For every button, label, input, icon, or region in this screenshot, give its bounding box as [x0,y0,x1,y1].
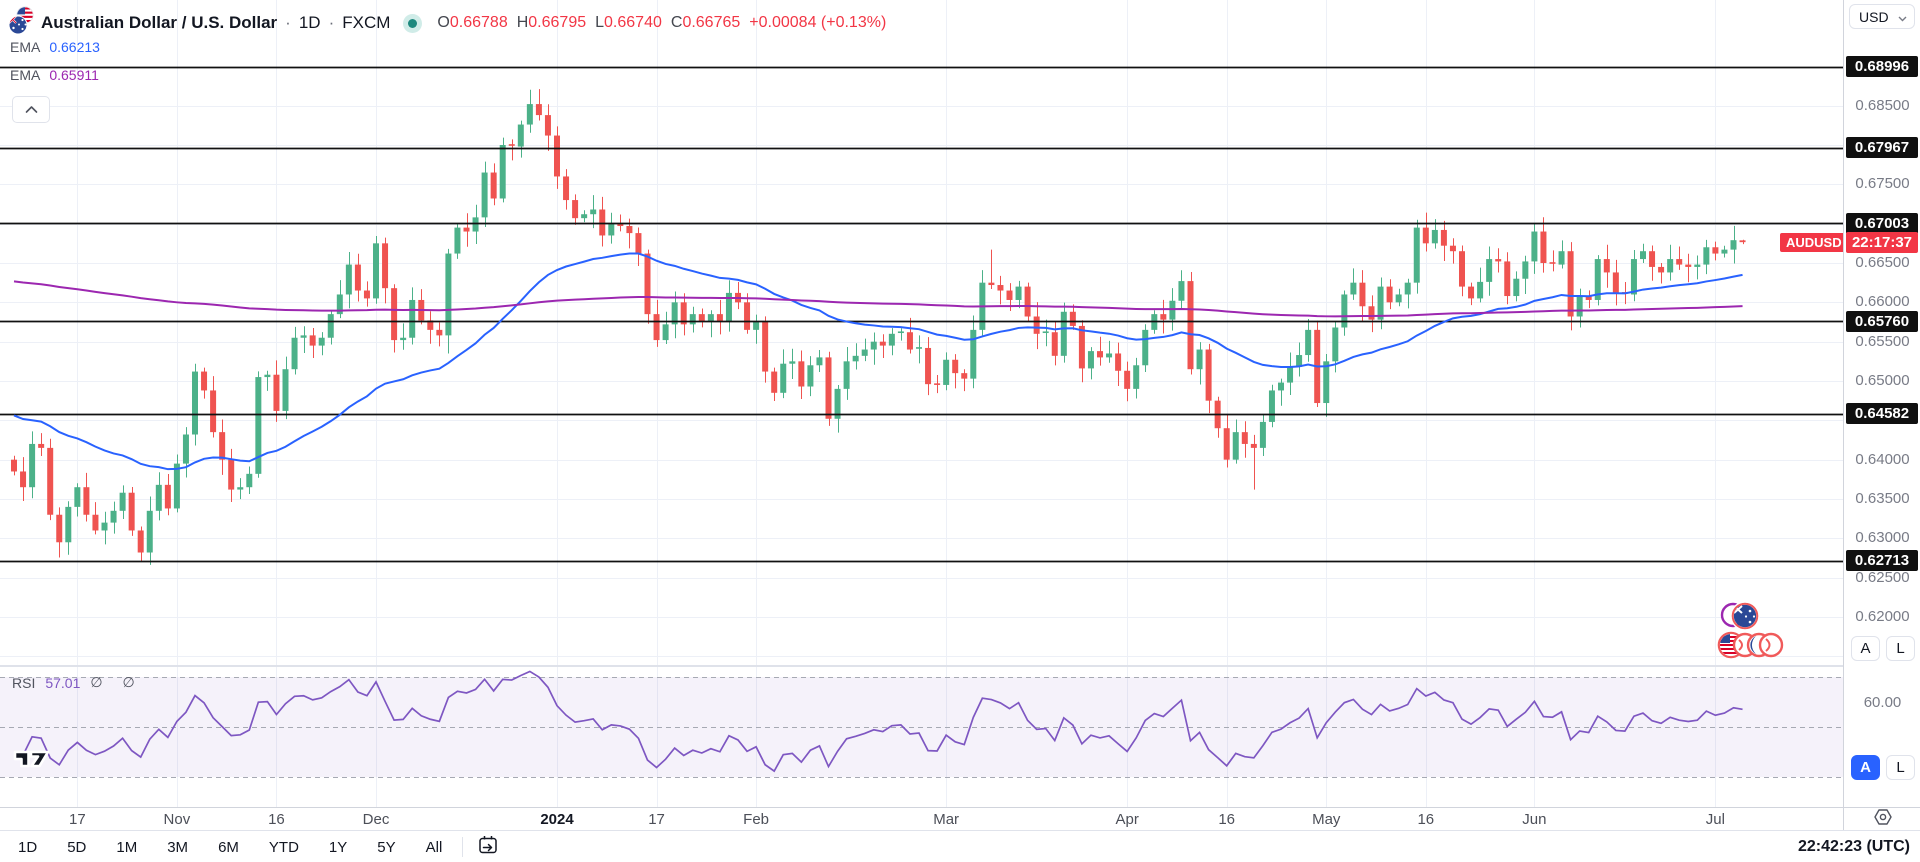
currency-dropdown-value: USD [1859,8,1889,25]
bottom-toolbar: 1D 5D 1M 3M 6M YTD 1Y 5Y All 22:42:23 (UTC) [0,830,1920,862]
change-value: +0.00084 (+0.13%) [749,14,887,31]
rsi-auto-scale-button[interactable]: A [1851,755,1880,780]
price-chart-canvas[interactable] [0,0,1843,807]
countdown-price-badge: 22:17:37 [1846,231,1918,253]
calendar-icon [477,834,499,861]
main-scale-mode-buttons: A L [1851,636,1915,661]
price-level-badge: 0.68996 [1846,56,1918,78]
time-scale[interactable]: 17 Nov 16 Dec 2024 17 Feb Mar Apr 16 May 16 Jun Jul [0,807,1843,831]
price-axis-label: 0.65500 [1855,332,1910,350]
pair-logo-bubbles [1714,598,1804,667]
ema-fast-value: 0.66213 [49,39,100,55]
price-axis-label: 0.66500 [1855,254,1910,271]
time-axis-label: Jul [1705,811,1725,828]
range-button-5d[interactable]: 5D [67,838,87,856]
ohlc-values: O0.66788 H0.66795 L0.66740 C0.66765 +0.0… [437,14,887,31]
settings-icon [1873,807,1893,832]
range-button-6m[interactable]: 6M [218,838,239,856]
rsi-value: 57.01 [45,674,81,691]
interval-label[interactable]: 1D [298,13,321,32]
exchange-label: FXCM [342,13,391,32]
symbol-legend[interactable]: Australian Dollar / U.S. Dollar · 1D · F… [8,6,886,40]
market-status-dot[interactable] [408,18,418,28]
time-axis-label: May [1312,811,1341,828]
range-button-1m[interactable]: 1M [116,838,138,856]
separator-dot: · [328,13,335,32]
time-axis-label: 16 [268,811,285,828]
price-axis-label: 0.66000 [1855,293,1910,311]
price-level-badge: 0.62713 [1846,550,1918,572]
separator-dot: · [285,13,291,32]
ema-slow-legend[interactable]: EMA 0.65911 [10,67,99,83]
range-button-all[interactable]: All [425,838,443,856]
chevron-up-icon [25,101,38,119]
time-axis-label: 2024 [540,811,574,828]
range-button-1d[interactable]: 1D [18,838,38,856]
ema-fast-legend[interactable]: EMA 0.66213 [10,39,100,55]
ema-slow-value: 0.65911 [49,67,99,83]
rsi-legend[interactable]: RSI 57.01 ∅ ∅ [12,674,143,691]
pair-flags-icon [8,6,35,40]
rsi-empty-inputs: ∅ ∅ [90,674,143,690]
auto-scale-button[interactable]: A [1851,636,1880,661]
price-scale[interactable]: USD 0.68500 0.67500 0.66500 0.66000 0.65500 0… [1843,0,1920,807]
price-axis-label: 0.63000 [1855,529,1910,547]
price-level-badge: 0.67967 [1846,137,1918,159]
symbol-title[interactable]: Australian Dollar / U.S. Dollar [41,13,278,32]
price-level-badge: 0.65760 [1846,310,1918,332]
collapse-legend-button[interactable] [12,96,50,123]
price-axis-label: 0.68500 [1855,96,1910,114]
price-axis-label: 0.67500 [1855,175,1910,193]
time-axis-label: Jun [1522,811,1547,828]
time-axis-label: 17 [69,811,86,828]
go-to-date-button[interactable] [477,834,499,861]
toolbar-divider [462,837,464,857]
scale-settings-corner[interactable] [1843,807,1920,831]
high-value: 0.66795 [528,14,587,31]
rsi-scale-mode-buttons: A L [1851,755,1915,780]
time-axis-label: Dec [362,811,390,828]
chevron-down-icon [1898,9,1907,25]
tradingview-logo[interactable] [12,744,54,774]
range-button-1y[interactable]: 1Y [328,838,348,856]
range-button-5y[interactable]: 5Y [377,838,396,856]
log-scale-button[interactable]: L [1886,636,1915,661]
rsi-axis-label: 60.00 [1863,694,1902,711]
currency-dropdown[interactable]: USD [1849,4,1915,29]
time-axis-label: 16 [1417,811,1435,828]
close-value: 0.66765 [682,14,741,31]
open-value: 0.66788 [449,14,508,31]
time-axis-label: Feb [743,811,770,828]
price-axis-label: 0.62000 [1855,608,1910,625]
price-axis-label: 0.62500 [1855,568,1910,586]
symbol-price-label[interactable]: AUDUSD [1780,233,1848,252]
price-axis-label: 0.64000 [1855,450,1910,468]
price-level-badge: 0.67003 [1846,212,1918,234]
date-range-buttons: 1D 5D 1M 3M 6M YTD 1Y 5Y All [14,837,446,858]
price-axis-label: 0.63500 [1855,490,1910,507]
time-axis-label: Apr [1115,811,1139,828]
session-clock[interactable]: 22:42:23 (UTC) [1797,838,1910,855]
time-axis-label: Nov [163,811,191,828]
range-button-3m[interactable]: 3M [167,838,189,856]
time-axis-label: Mar [933,811,960,828]
price-axis-label: 0.65000 [1855,372,1910,389]
rsi-log-scale-button[interactable]: L [1886,755,1915,780]
price-level-badge: 0.64582 [1846,403,1918,425]
time-axis-label: 16 [1218,811,1236,828]
range-button-ytd[interactable]: YTD [268,838,299,856]
time-axis-label: 17 [648,811,665,828]
low-value: 0.66740 [604,14,662,31]
